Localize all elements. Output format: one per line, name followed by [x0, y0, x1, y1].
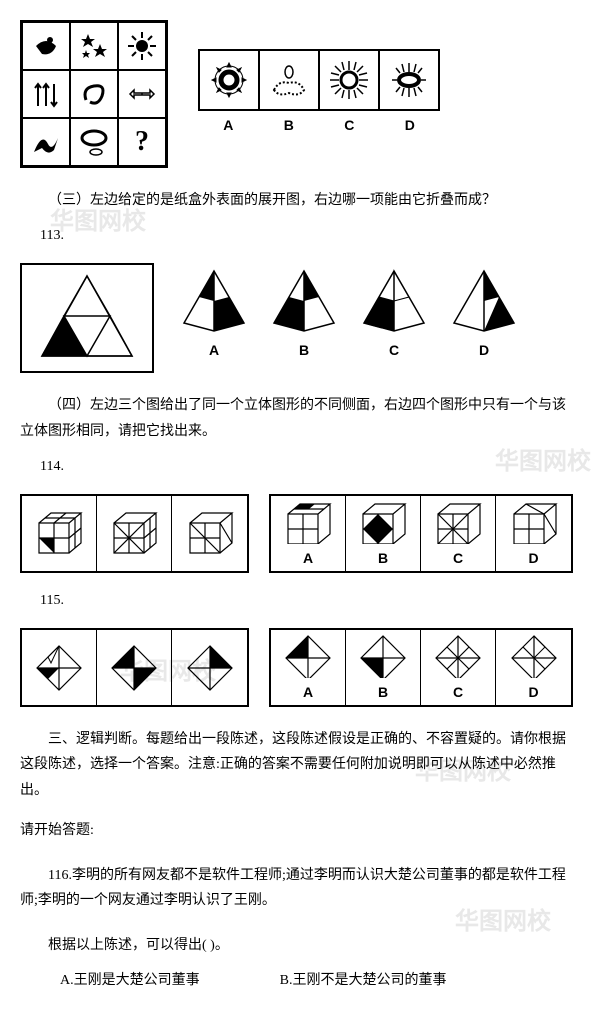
- q113-option-C[interactable]: [354, 263, 434, 338]
- start-instruction: 请开始答题:: [20, 818, 571, 843]
- q115-prompt-2: [97, 630, 172, 705]
- q115-option-C[interactable]: C: [421, 630, 496, 705]
- q112-grid: ?: [20, 20, 168, 168]
- q115-figure: A B C D: [20, 628, 571, 707]
- option-label: C: [389, 338, 399, 363]
- q114-prompt-3: [172, 496, 247, 571]
- q115-option-B[interactable]: B: [346, 630, 421, 705]
- option-label: B: [378, 680, 388, 705]
- q116-text: 116.李明的所有网友都不是软件工程师;通过李明而认识大楚公司董事的都是软件工程…: [20, 863, 571, 913]
- q116-answers: A.王刚是大楚公司董事 B.王刚不是大楚公司的董事: [60, 968, 571, 993]
- q113-option-D[interactable]: [444, 263, 524, 338]
- option-label: A: [209, 338, 219, 363]
- option-label: D: [380, 113, 441, 138]
- q113-figure: A B C D: [20, 263, 571, 373]
- q114-figure: A B C D: [20, 494, 571, 573]
- grid-cell: [70, 22, 118, 70]
- option-label: C: [453, 680, 463, 705]
- q112-options: A B C D: [198, 49, 440, 138]
- q113-option-B[interactable]: [264, 263, 344, 338]
- option-label: A: [198, 113, 259, 138]
- q113-number: 113.: [40, 223, 571, 248]
- grid-cell: [70, 118, 118, 166]
- grid-cell: ?: [118, 118, 166, 166]
- option-label: D: [528, 546, 538, 571]
- grid-cell: [22, 22, 70, 70]
- q114-option-A[interactable]: A: [271, 496, 346, 571]
- grid-cell: [118, 22, 166, 70]
- grid-cell: [70, 70, 118, 118]
- option-A[interactable]: [198, 49, 260, 111]
- q115-number: 115.: [40, 588, 571, 613]
- q116-option-B[interactable]: B.王刚不是大楚公司的董事: [280, 968, 447, 993]
- option-label: C: [453, 546, 463, 571]
- q114-prompt-2: [97, 496, 172, 571]
- option-label: A: [303, 680, 313, 705]
- section-3-text: （三）左边给定的是纸盒外表面的展开图，右边哪一项能由它折叠而成？: [20, 188, 571, 213]
- section-4-text: （四）左边三个图给出了同一个立体图形的不同侧面，右边四个图形中只有一个与该立体图…: [20, 393, 571, 443]
- q114-number: 114.: [40, 454, 571, 479]
- q116-followup: 根据以上陈述，可以得出( )。: [20, 933, 571, 958]
- q114-option-B[interactable]: B: [346, 496, 421, 571]
- option-B[interactable]: [258, 49, 320, 111]
- option-label: D: [528, 680, 538, 705]
- option-label: A: [303, 546, 313, 571]
- option-D[interactable]: [378, 49, 440, 111]
- option-label: B: [378, 546, 388, 571]
- q113-option-A[interactable]: [174, 263, 254, 338]
- grid-cell: [22, 118, 70, 166]
- q112-figure: ? A B C D: [20, 20, 571, 168]
- option-C[interactable]: [318, 49, 380, 111]
- q114-prompt-1: [22, 496, 97, 571]
- q116-option-A[interactable]: A.王刚是大楚公司董事: [60, 968, 200, 993]
- option-label: B: [259, 113, 320, 138]
- grid-cell: [22, 70, 70, 118]
- page-content: ? A B C D （三）左边给定的是纸盒外表面的展开图，右边哪一项能由它折叠而…: [20, 20, 571, 994]
- option-label: D: [479, 338, 489, 363]
- option-label: B: [299, 338, 309, 363]
- q113-prompt: [22, 265, 152, 371]
- q114-option-C[interactable]: C: [421, 496, 496, 571]
- q115-option-D[interactable]: D: [496, 630, 571, 705]
- q115-prompt-3: [172, 630, 247, 705]
- q115-prompt-1: [22, 630, 97, 705]
- q115-option-A[interactable]: A: [271, 630, 346, 705]
- grid-cell: [118, 70, 166, 118]
- option-label: C: [319, 113, 380, 138]
- logic-section-heading: 三、逻辑判断。每题给出一段陈述，这段陈述假设是正确的、不容置疑的。请你根据这段陈…: [20, 727, 571, 803]
- q114-option-D[interactable]: D: [496, 496, 571, 571]
